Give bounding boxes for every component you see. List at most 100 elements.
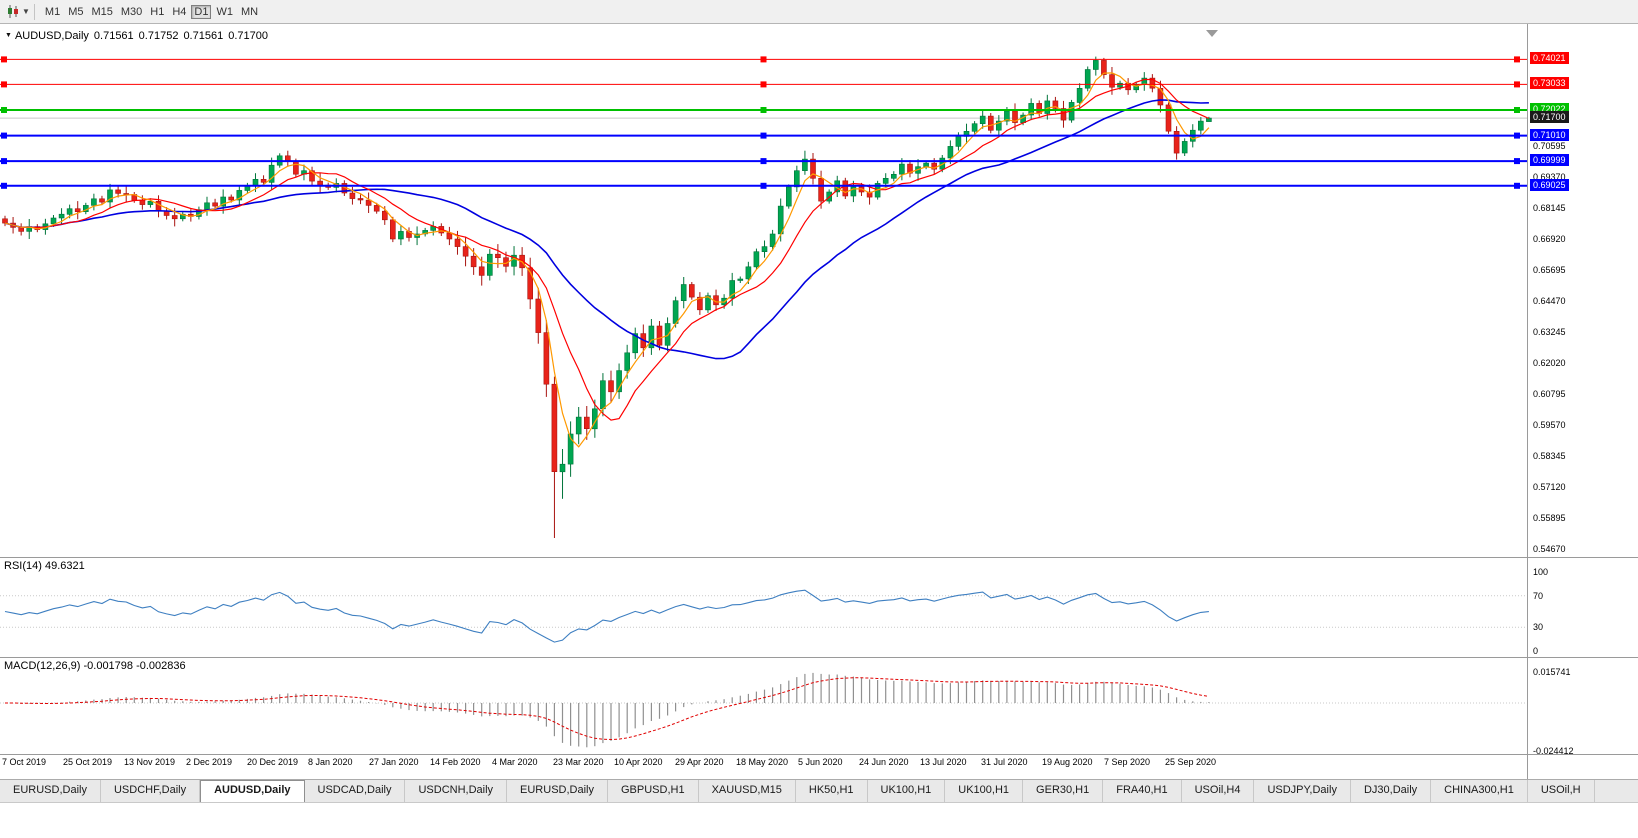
rsi-name: RSI(14) bbox=[4, 560, 42, 572]
current-price-badge: 0.71700 bbox=[1530, 111, 1569, 123]
rsi-axis-label: 0 bbox=[1533, 646, 1539, 656]
chart-tab-usdjpy-daily[interactable]: USDJPY,Daily bbox=[1254, 780, 1351, 802]
horizontal-lines bbox=[0, 56, 1527, 189]
symbol-menu-icon[interactable]: ▼ bbox=[5, 32, 12, 39]
price-axis-tick: 0.68145 bbox=[1533, 203, 1566, 213]
pane-separator-rsi[interactable] bbox=[0, 557, 1638, 558]
chart-tab-audusd-daily[interactable]: AUDUSD,Daily bbox=[200, 780, 305, 802]
timeframe-button-M1[interactable]: M1 bbox=[44, 6, 61, 18]
timeframe-toolbar: ▼ M1 M5 M15 M30 H1 H4 D1 W1 MN bbox=[0, 0, 1638, 24]
chevron-down-icon[interactable]: ▼ bbox=[22, 7, 30, 16]
price-axis-tick: 0.64470 bbox=[1533, 296, 1566, 306]
price-line-badge: 0.71010 bbox=[1530, 129, 1569, 141]
price-line-badge: 0.69025 bbox=[1530, 179, 1569, 191]
chart-tab-gbpusd-h1[interactable]: GBPUSD,H1 bbox=[608, 780, 699, 802]
time-axis-label: 13 Jul 2020 bbox=[920, 757, 967, 767]
timeframe-button-MN[interactable]: MN bbox=[240, 6, 259, 18]
medium-ma bbox=[4, 78, 1210, 421]
chart-tab-hk50-h1[interactable]: HK50,H1 bbox=[796, 780, 868, 802]
price-axis-tick: 0.60795 bbox=[1533, 389, 1566, 399]
line-handle bbox=[1, 56, 7, 63]
chart-tab-uk100-h1[interactable]: UK100,H1 bbox=[868, 780, 946, 802]
time-axis-label: 29 Apr 2020 bbox=[675, 757, 724, 767]
line-handle bbox=[1, 182, 7, 189]
time-axis-label: 8 Jan 2020 bbox=[308, 757, 353, 767]
chart-tab-usoil-h4[interactable]: USOil,H4 bbox=[1182, 780, 1255, 802]
chart-tab-usdchf-daily[interactable]: USDCHF,Daily bbox=[101, 780, 201, 802]
chart-tab-uk100-h1[interactable]: UK100,H1 bbox=[945, 780, 1024, 802]
macd-signal-line bbox=[5, 677, 1209, 741]
macd-pane[interactable] bbox=[0, 658, 1527, 754]
chart-tab-usoil-h[interactable]: USOil,H bbox=[1528, 780, 1595, 802]
timeframe-button-D1[interactable]: D1 bbox=[191, 5, 212, 19]
line-handle bbox=[1514, 132, 1520, 139]
chart-tab-eurusd-daily[interactable]: EURUSD,Daily bbox=[507, 780, 608, 802]
time-axis-label: 25 Sep 2020 bbox=[1165, 757, 1217, 767]
chart-tab-china300-h1[interactable]: CHINA300,H1 bbox=[1431, 780, 1528, 802]
macd-name: MACD(12,26,9) bbox=[4, 660, 81, 672]
price-axis-tick: 0.63245 bbox=[1533, 327, 1566, 337]
ohlc-low: 0.71561 bbox=[183, 30, 224, 42]
line-handle bbox=[760, 182, 767, 189]
time-axis-label: 13 Nov 2019 bbox=[124, 757, 176, 767]
price-axis-tick: 0.66920 bbox=[1533, 234, 1566, 244]
line-handle bbox=[1514, 81, 1520, 88]
fast-ma bbox=[4, 72, 1210, 448]
candlestick-chart-icon[interactable] bbox=[4, 3, 22, 21]
price-line-badge: 0.74021 bbox=[1530, 52, 1569, 64]
candlestick-chart[interactable] bbox=[0, 24, 1527, 558]
chart-tab-ger30-h1[interactable]: GER30,H1 bbox=[1023, 780, 1104, 802]
time-axis-label: 20 Dec 2019 bbox=[247, 757, 299, 767]
time-axis-label: 14 Feb 2020 bbox=[430, 757, 481, 767]
price-axis-line bbox=[1527, 24, 1528, 779]
price-axis-tick: 0.69370 bbox=[1533, 172, 1566, 182]
timeframe-button-H1[interactable]: H1 bbox=[150, 6, 165, 18]
price-pane[interactable] bbox=[0, 24, 1527, 558]
rsi-axis-label: 30 bbox=[1533, 622, 1544, 632]
timeframe-button-W1[interactable]: W1 bbox=[216, 6, 233, 18]
macd-chart[interactable] bbox=[0, 658, 1527, 754]
line-handle bbox=[1, 158, 7, 165]
time-axis-label: 18 May 2020 bbox=[736, 757, 789, 767]
macd-axis-label: -0.024412 bbox=[1533, 746, 1574, 756]
time-axis-label: 4 Mar 2020 bbox=[492, 757, 538, 767]
timeframe-button-H4[interactable]: H4 bbox=[172, 6, 187, 18]
timeframe-button-M5[interactable]: M5 bbox=[68, 6, 84, 18]
macd-value: -0.001798 bbox=[83, 660, 134, 672]
price-axis-tick: 0.55895 bbox=[1533, 513, 1566, 523]
rsi-line bbox=[4, 589, 1209, 643]
chart-shift-marker bbox=[1206, 30, 1218, 37]
moving-averages bbox=[4, 72, 1210, 448]
pane-separator-macd[interactable] bbox=[0, 657, 1638, 658]
time-axis-label: 25 Oct 2019 bbox=[63, 757, 113, 767]
chart-tab-usdcnh-daily[interactable]: USDCNH,Daily bbox=[405, 780, 508, 802]
timeframe-button-M30[interactable]: M30 bbox=[120, 6, 143, 18]
macd-signal-value: -0.002836 bbox=[136, 660, 186, 672]
time-axis-label: 2 Dec 2019 bbox=[186, 757, 233, 767]
timeframe-button-M15[interactable]: M15 bbox=[91, 6, 113, 18]
time-axis-separator bbox=[0, 754, 1638, 755]
macd-axis-label: 0.015741 bbox=[1533, 667, 1571, 677]
chart-tab-dj30-daily[interactable]: DJ30,Daily bbox=[1351, 780, 1432, 802]
candles bbox=[2, 56, 1212, 538]
time-axis-label: 31 Jul 2020 bbox=[981, 757, 1028, 767]
time-axis-label: 7 Sep 2020 bbox=[1104, 757, 1151, 767]
line-handle bbox=[760, 132, 767, 139]
price-line-badge: 0.69999 bbox=[1530, 154, 1569, 166]
ohlc-open: 0.71561 bbox=[93, 30, 134, 42]
rsi-axis-label: 70 bbox=[1533, 591, 1544, 601]
slow-ma bbox=[4, 99, 1209, 360]
chart-tabs-bar: EURUSD,Daily USDCHF,Daily AUDUSD,Daily USDC… bbox=[0, 779, 1638, 803]
chart-tab-usdcad-daily[interactable]: USDCAD,Daily bbox=[305, 780, 406, 802]
chart-tab-fra40-h1[interactable]: FRA40,H1 bbox=[1103, 780, 1182, 802]
rsi-pane[interactable] bbox=[0, 558, 1527, 657]
time-axis-label: 24 Jun 2020 bbox=[859, 757, 909, 767]
chart-tab-eurusd-daily[interactable]: EURUSD,Daily bbox=[0, 780, 101, 802]
line-handle bbox=[1514, 182, 1520, 189]
rsi-chart[interactable] bbox=[0, 558, 1527, 657]
line-handle bbox=[1, 107, 7, 113]
time-axis-label: 10 Apr 2020 bbox=[614, 757, 663, 767]
toolbar-separator bbox=[33, 3, 35, 20]
chart-tab-xauusd-m15[interactable]: XAUUSD,M15 bbox=[699, 780, 796, 802]
